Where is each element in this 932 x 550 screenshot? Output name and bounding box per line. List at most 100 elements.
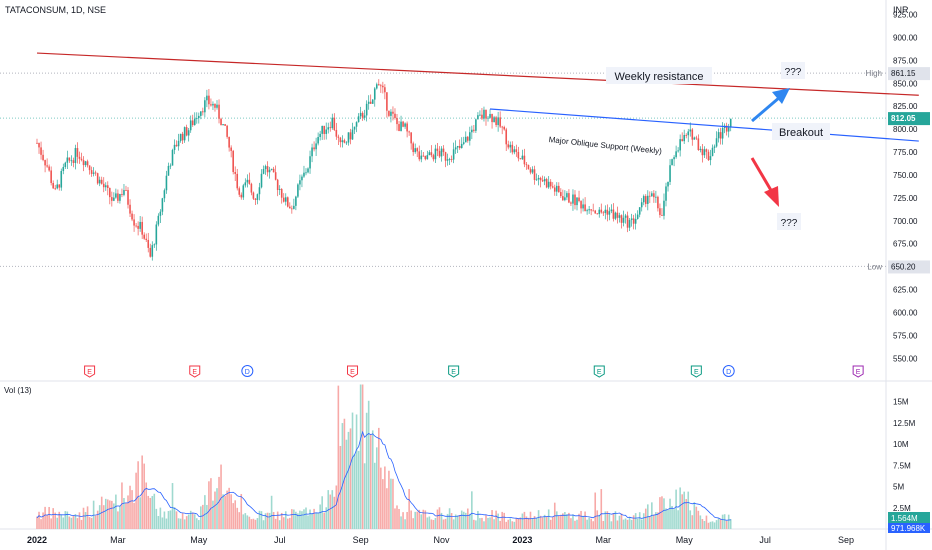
volume-bar [505,521,508,529]
event-marker-label: E [597,369,602,376]
volume-bar [244,513,247,529]
volume-bar [562,513,564,529]
candle-body [262,169,265,174]
candle-body [246,179,249,183]
volume-bar [222,494,224,529]
volume-bar [628,517,631,529]
event-marker[interactable]: D [241,365,254,377]
candle-body [48,166,50,171]
volume-bar [341,423,344,529]
candle-body [618,215,621,218]
candle-body [62,166,65,171]
volume-bar [606,511,609,529]
candle-body [693,137,696,140]
low-value-box [888,260,930,274]
volume-bar [456,515,459,529]
event-marker[interactable]: E [448,365,460,378]
volume-bar [695,506,698,529]
candle-body [84,161,87,166]
price-tick-label: 875.00 [893,56,918,65]
candle-body [64,162,67,167]
candle-body [525,164,528,166]
event-marker[interactable]: E [593,365,605,378]
volume-bar [119,505,121,529]
candle-body [345,142,348,144]
candle-body [398,124,400,132]
price-tick-label: 825.00 [893,102,918,111]
volume-bar [228,487,230,529]
volume-bar [353,454,356,529]
candle-body [458,146,461,149]
candle-body [291,208,293,210]
event-marker[interactable]: E [690,365,702,378]
event-marker[interactable]: E [852,365,864,378]
candle-body [529,169,532,173]
trend-line[interactable] [489,108,919,142]
volume-bar [185,516,188,529]
candle-body [351,129,354,140]
volume-bar [373,462,376,529]
candle-body [657,196,659,209]
candle-body [369,101,372,104]
candle-body [117,193,119,201]
volume-bar [578,513,580,529]
high-marker: High 861.15 [866,67,930,81]
candle-body [517,151,520,159]
volume-bar [121,482,123,529]
candle-body [280,189,283,198]
volume-bar [363,463,366,529]
trend-line[interactable] [36,52,919,96]
volume-bar [191,512,194,529]
volume-bar [90,517,93,529]
volume-bar [198,520,200,529]
volume-bar [365,412,368,529]
last-volume-box [888,512,930,523]
event-marker-label: D [726,369,731,376]
candle-body [477,115,479,120]
volume-bar [109,500,111,529]
candle-body [677,150,679,152]
volume-bar [102,505,105,529]
volume-bar [248,516,251,529]
volume-bar [68,516,71,529]
time-tick-label: May [190,535,208,545]
volume-bar [649,516,651,529]
volume-tick-label: 15M [893,398,909,407]
volume-bar [70,517,73,529]
volume-ma-box [888,523,930,533]
candle-body [533,169,536,180]
candle-body [598,209,601,215]
candle-body [159,211,162,216]
volume-bar [596,510,599,529]
volume-bar [345,439,348,529]
event-marker[interactable]: E [189,365,201,378]
volume-bar [438,507,441,529]
volume-bar [276,511,279,529]
candle-body [373,88,376,100]
event-marker[interactable]: E [347,365,359,378]
volume-bar [464,512,467,529]
volume-bar [489,517,491,529]
volume-bar [220,464,222,529]
candle-body [121,194,123,195]
candle-body [72,160,75,163]
volume-bar [52,508,54,529]
candle-body [586,210,588,212]
candle-body [464,136,467,143]
volume-bar [349,428,352,529]
volume-bar [663,498,665,529]
low-label: Low [867,262,882,271]
volume-tick-label: 12.5M [893,419,916,428]
trend-lines [36,52,919,142]
candle-body [293,205,295,209]
volume-bar [224,495,226,529]
candle-body [236,173,239,189]
event-marker[interactable]: D [722,365,735,377]
volume-bar [60,514,63,529]
event-marker[interactable]: E [84,365,96,378]
volume-bar [157,516,160,529]
volume-bar [212,500,214,529]
candle-body [375,84,378,89]
volume-bar [54,512,57,529]
